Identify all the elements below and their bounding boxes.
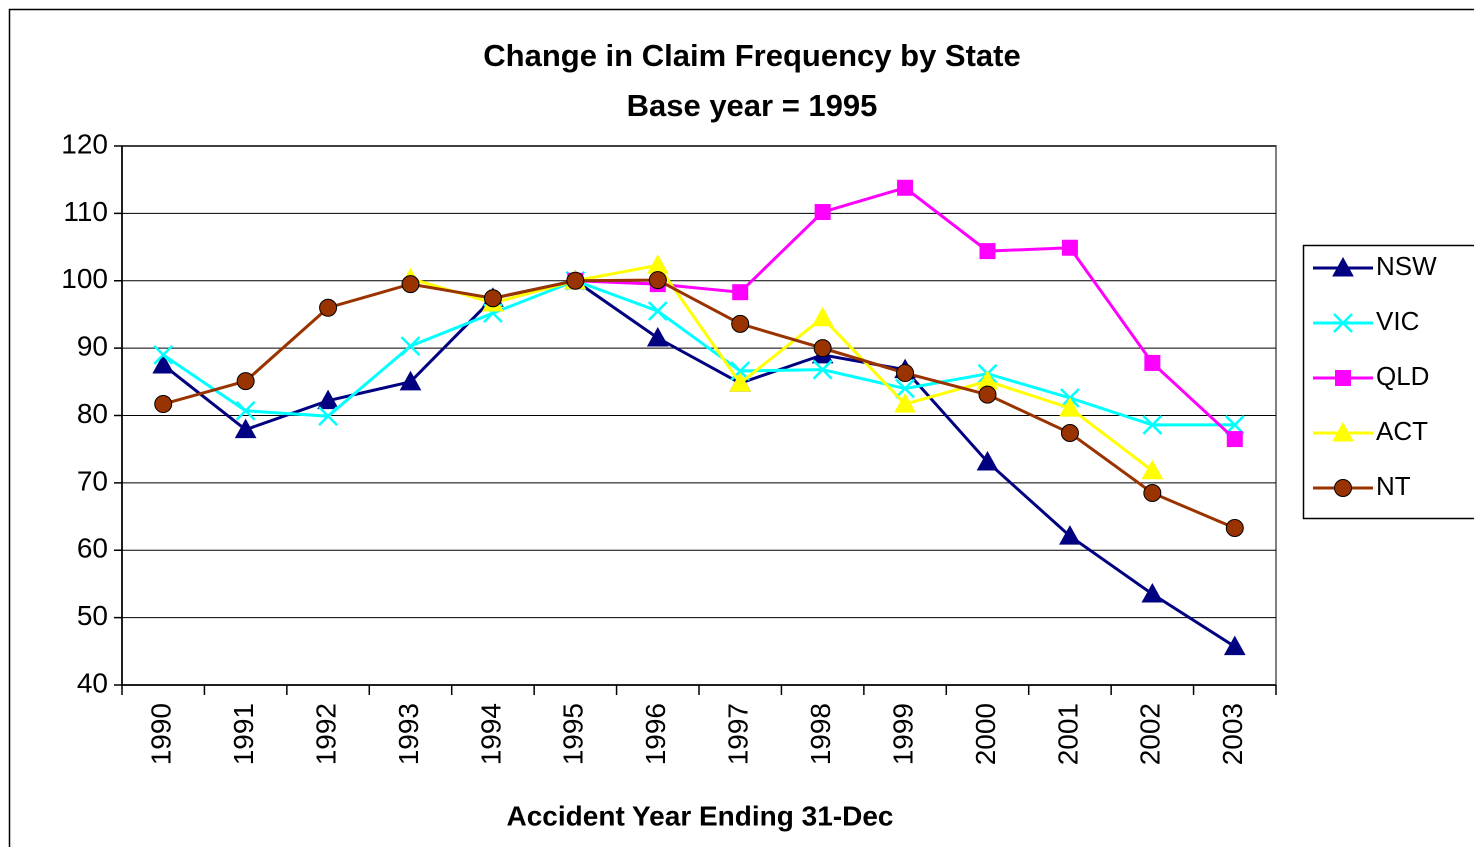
- marker: [812, 359, 833, 380]
- x-tick-label: 1993: [393, 703, 424, 765]
- marker: [811, 306, 834, 327]
- marker: [1144, 354, 1161, 371]
- marker: [1223, 635, 1246, 656]
- x-tick-label: 1994: [475, 703, 506, 765]
- y-tick-label: 80: [77, 398, 108, 429]
- x-tick-label: 2001: [1052, 703, 1083, 765]
- marker: [646, 326, 669, 347]
- y-tick-label: 40: [77, 667, 108, 698]
- y-tick-label: 100: [61, 263, 108, 294]
- marker: [152, 353, 175, 374]
- series-line: [162, 278, 1236, 530]
- marker: [978, 385, 997, 404]
- marker: [1226, 431, 1243, 448]
- marker: [154, 395, 173, 414]
- series-line: [162, 279, 1236, 648]
- y-tick-label: 110: [63, 196, 108, 227]
- marker: [235, 400, 256, 421]
- y-tick-label: 60: [77, 533, 108, 564]
- marker: [318, 406, 338, 427]
- x-tick-label: 2000: [970, 703, 1001, 765]
- chart-subtitle: Base year = 1995: [627, 88, 878, 123]
- marker: [732, 284, 749, 301]
- marker: [317, 389, 339, 410]
- marker: [897, 179, 914, 196]
- marker: [319, 298, 338, 317]
- marker: [1334, 479, 1352, 497]
- x-tick-label: 1997: [723, 703, 754, 765]
- marker: [813, 339, 832, 358]
- marker: [1225, 519, 1244, 538]
- marker: [566, 271, 585, 290]
- marker: [1060, 424, 1079, 443]
- marker: [731, 314, 750, 333]
- x-tick-label: 1998: [805, 703, 836, 765]
- x-tick-label: 1992: [310, 703, 341, 765]
- marker: [399, 370, 422, 391]
- x-tick-label: 1991: [228, 703, 259, 765]
- marker: [1141, 459, 1164, 480]
- y-tick-label: 120: [61, 128, 108, 159]
- marker: [234, 418, 257, 439]
- x-tick-label: 2002: [1135, 703, 1166, 765]
- marker: [483, 289, 502, 308]
- marker: [1061, 239, 1078, 256]
- marker: [1332, 256, 1354, 277]
- chart-title: Change in Claim Frequency by State: [483, 38, 1020, 73]
- legend-label: NT: [1376, 471, 1411, 501]
- series-line: [410, 263, 1154, 472]
- x-axis-title: Accident Year Ending 31-Dec: [507, 800, 894, 831]
- marker: [1059, 525, 1081, 545]
- x-tick-label: 1999: [887, 703, 918, 765]
- marker: [1333, 313, 1353, 333]
- legend-label: ACT: [1376, 416, 1428, 446]
- marker: [896, 364, 915, 383]
- marker: [976, 450, 999, 471]
- x-tick-label: 1990: [146, 703, 177, 765]
- legend-label: NSW: [1376, 251, 1437, 281]
- y-tick-label: 70: [77, 465, 108, 496]
- marker: [1142, 415, 1163, 435]
- marker: [400, 336, 421, 356]
- marker: [979, 243, 996, 260]
- marker: [1059, 397, 1081, 417]
- marker: [1143, 483, 1162, 502]
- series-line: [162, 279, 1235, 427]
- x-tick-label: 2003: [1217, 703, 1248, 765]
- marker: [894, 393, 916, 413]
- y-tick-label: 50: [77, 600, 108, 631]
- x-tick-label: 1995: [558, 703, 589, 765]
- series: [152, 269, 1246, 656]
- marker: [1335, 370, 1351, 386]
- marker: [647, 301, 668, 321]
- marker: [648, 271, 667, 290]
- series: [154, 271, 1244, 538]
- legend-box: [1302, 244, 1474, 520]
- marker: [729, 372, 752, 392]
- marker: [401, 275, 420, 294]
- marker: [1141, 583, 1164, 603]
- x-tick-label: 1996: [640, 703, 671, 765]
- marker: [814, 204, 831, 221]
- marker: [1332, 421, 1354, 442]
- marker: [153, 344, 174, 365]
- marker: [895, 378, 915, 399]
- marker: [1224, 415, 1245, 435]
- legend-label: VIC: [1376, 306, 1419, 336]
- marker: [236, 372, 255, 391]
- legend-label: QLD: [1376, 361, 1429, 391]
- y-tick-label: 90: [77, 331, 108, 362]
